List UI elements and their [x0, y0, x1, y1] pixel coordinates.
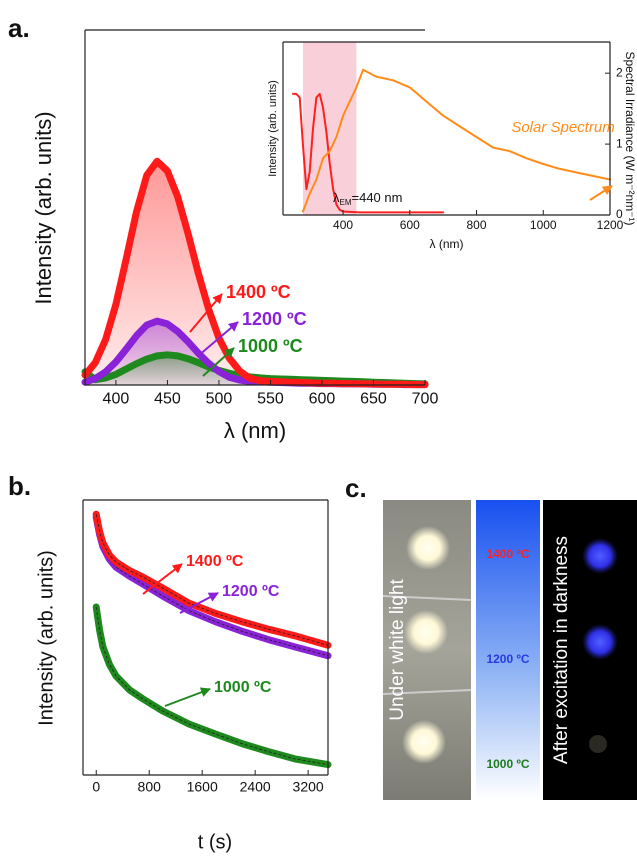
x-tick-label: 500 [206, 391, 233, 408]
series-label: Solar Spectrum [511, 119, 614, 136]
glow-spot [589, 735, 607, 753]
fit-line [95, 514, 329, 646]
series-line [81, 157, 429, 389]
series-label: 1000 ºC [238, 336, 303, 356]
x-tick-label: 650 [360, 391, 387, 408]
panel-label: a. [8, 13, 30, 43]
photo-panel: Under white light 1400 ºC 1200 ºC 1000 º… [382, 500, 637, 800]
label-arrow [202, 347, 235, 377]
series-line [292, 92, 445, 214]
photo-edge [382, 689, 472, 695]
x-axis-title: t (s) [198, 831, 232, 853]
x-tick-label: 800 [467, 218, 487, 232]
y2-tick-label: 1 [616, 136, 623, 150]
series-label: 1400 ºC [186, 553, 244, 570]
label-arrow [197, 321, 239, 357]
x-axis-title: λ (nm) [430, 237, 464, 251]
series-label: 1400 ºC [226, 282, 291, 302]
x-tick-label: 550 [257, 391, 284, 408]
x-tick-label: 0 [92, 778, 100, 794]
series-line [302, 68, 611, 213]
x-tick-label: 400 [333, 218, 353, 232]
x-tick-label: 600 [400, 218, 420, 232]
series-line [92, 603, 332, 769]
chart: 400 450 500 550 600 650 700 1400 ºC 1200 ºC 1000 … [81, 29, 439, 408]
temperature-label: 1200 ºC [486, 652, 529, 666]
y2-tick-label: 2 [616, 65, 623, 79]
label-arrow [142, 563, 183, 595]
label-arrow [589, 185, 613, 201]
temperature-label: 1400 ºC [486, 547, 529, 561]
highlight-region [303, 42, 357, 215]
label-arrow [189, 293, 223, 333]
sample-spot [402, 720, 446, 764]
photo-caption: After excitation in darkness [551, 536, 572, 764]
temperature-label: 1000 ºC [486, 757, 529, 771]
x-tick-label: 800 [138, 778, 162, 794]
panel-label: b. [8, 471, 31, 501]
x-tick-label: 700 [412, 391, 439, 408]
glow-spot [582, 624, 618, 660]
y2-axis-title: Spectral Irradiance (W m⁻²nm⁻¹) [623, 51, 637, 225]
x-axis-title: λ (nm) [224, 418, 286, 443]
chart: 0 800 1600 2400 3200 1400 ºC 1200 ºC 1000 ºC [82, 499, 332, 794]
x-tick-label: 400 [103, 391, 130, 408]
x-tick-label: 600 [309, 391, 336, 408]
annotation-text: =440 nm [352, 190, 403, 205]
annotation: λEM=440 nm [333, 190, 402, 207]
x-tick-label: 450 [154, 391, 181, 408]
y-axis-title: Intensity (arb. units) [267, 80, 279, 177]
area [85, 354, 425, 385]
fit-line [95, 606, 329, 765]
x-tick-label: 3200 [293, 778, 324, 794]
photo-caption: Under white light [387, 579, 408, 721]
temperature-bar [476, 500, 540, 800]
x-tick-label: 1200 [597, 218, 624, 232]
annotation-symbol: λ [333, 190, 340, 205]
y-axis-title: Intensity (arb. units) [31, 111, 56, 304]
panel-label: c. [345, 473, 367, 503]
series-label: 1200 ºC [222, 583, 280, 600]
glow-spot [582, 538, 618, 574]
series-label: 1200 ºC [242, 309, 307, 329]
sample-spot [406, 526, 450, 570]
y-axis-title: Intensity (arb. units) [35, 550, 57, 726]
x-tick-label: 1000 [530, 218, 557, 232]
x-tick-label: 2400 [240, 778, 271, 794]
photo-edge [382, 595, 472, 601]
label-arrow [164, 687, 211, 707]
y2-tick-label: 0 [616, 207, 623, 221]
series-label: 1000 ºC [214, 679, 272, 696]
sample-spot [404, 610, 448, 654]
label-arrow [179, 592, 219, 614]
annotation-subscript: EM [340, 198, 352, 207]
x-tick-label: 1600 [187, 778, 218, 794]
